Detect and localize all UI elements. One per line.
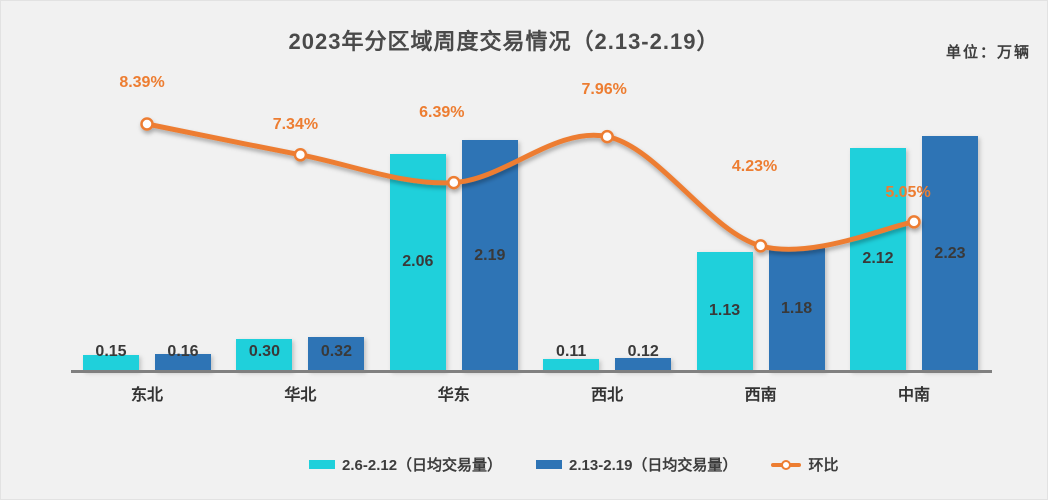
bar-value-label: 2.06	[402, 253, 434, 271]
bar-value-label: 2.19	[474, 246, 506, 264]
ratio-line-path	[144, 121, 917, 252]
bar-value-label: 2.12	[862, 250, 894, 268]
legend-item-line: 环比	[771, 454, 838, 475]
legend-item-series2: 2.13-2.19（日均交易量）	[536, 454, 737, 475]
bar-series1-西北	[543, 359, 600, 371]
bar-value-label: 1.13	[709, 302, 741, 320]
line-series-symbol-icon	[771, 458, 802, 472]
line-marker	[907, 215, 921, 229]
chart-title: 2023年分区域周度交易情况（2.13-2.19）	[288, 29, 720, 54]
x-axis-line	[71, 370, 992, 373]
legend-label-line: 环比	[808, 457, 839, 474]
bar-series2-中南	[922, 136, 978, 371]
series1-swatch-icon	[309, 460, 335, 469]
line-marker	[447, 175, 461, 190]
line-marker	[293, 148, 308, 162]
bar-value-label: 1.18	[781, 299, 813, 317]
x-axis-label-中南: 中南	[897, 387, 931, 404]
line-marker	[600, 129, 614, 144]
unit-label: 单位：万辆	[945, 44, 1031, 61]
x-axis-label-华北: 华北	[284, 387, 317, 404]
x-axis-label-西北: 西北	[591, 387, 624, 404]
line-marker	[140, 117, 154, 131]
bar-series2-东北	[155, 354, 211, 371]
legend: 2.6-2.12（日均交易量） 2.13-2.19（日均交易量） 环比	[309, 454, 838, 475]
bar-value-label: 0.11	[556, 343, 587, 360]
x-axis-label-华东: 华东	[437, 387, 470, 404]
x-axis-label-西南: 西南	[744, 387, 777, 404]
bar-series1-西南	[696, 251, 753, 371]
bar-value-label: 0.12	[627, 343, 659, 360]
bar-value-label: 2.23	[934, 244, 966, 262]
legend-label-series2: 2.13-2.19（日均交易量）	[569, 457, 738, 474]
series2-swatch-icon	[536, 460, 563, 469]
bar-value-label: 0.32	[320, 343, 352, 360]
line-point-label: 4.23%	[731, 157, 778, 175]
line-point-label: 7.34%	[272, 115, 319, 133]
line-point-label: 8.39%	[119, 74, 165, 91]
line-marker	[753, 239, 768, 253]
legend-item-series1: 2.6-2.12（日均交易量）	[309, 454, 502, 475]
line-point-label: 6.39%	[419, 103, 465, 121]
legend-label-series1: 2.6-2.12（日均交易量）	[342, 457, 503, 474]
bar-value-label: 0.30	[248, 343, 280, 360]
x-axis-label-东北: 东北	[130, 387, 164, 404]
bar-series1-华北	[236, 339, 293, 371]
bar-series1-东北	[83, 355, 139, 371]
line-point-label: 7.96%	[581, 80, 627, 98]
bar-value-label: 0.16	[167, 343, 199, 360]
line-point-label: 5.05%	[885, 183, 931, 201]
bar-series2-西北	[615, 358, 672, 371]
bar-series2-华北	[308, 337, 365, 371]
bar-value-label: 0.15	[95, 343, 127, 360]
bar-series2-西南	[768, 246, 825, 371]
